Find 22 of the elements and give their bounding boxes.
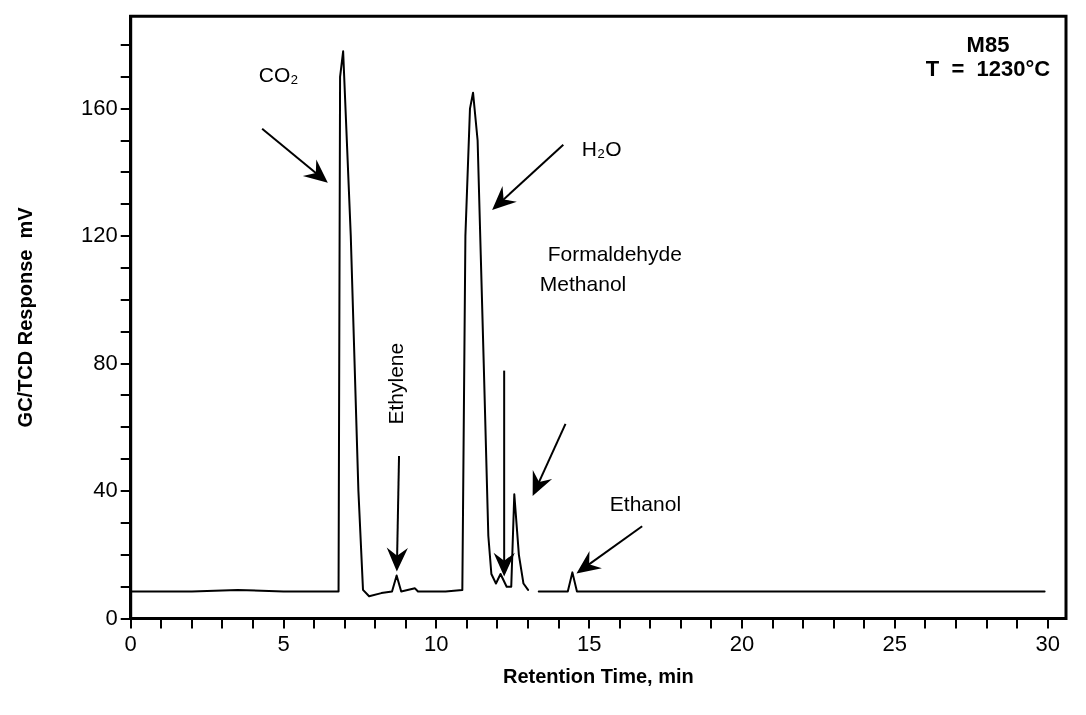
x-tick-label: 15 xyxy=(576,630,602,656)
x-tick-label: 20 xyxy=(729,630,755,656)
x-axis-title: Retention Time, min xyxy=(502,664,694,687)
annotation: Methanol xyxy=(539,272,627,296)
annotation: H₂O xyxy=(581,136,622,160)
x-tick-label: 0 xyxy=(124,630,137,656)
y-axis-title: GC/TCD Response mV xyxy=(13,206,36,428)
y-tick-label: 160 xyxy=(80,94,118,120)
x-tick-label: 5 xyxy=(277,630,290,656)
x-tick-label: 30 xyxy=(1035,630,1060,656)
x-tick-label: 25 xyxy=(882,630,908,656)
y-tick-label: 0 xyxy=(105,604,118,630)
annotation: Ethylene xyxy=(383,342,407,425)
annotation: M85 xyxy=(966,32,1010,58)
annotation: CO₂ xyxy=(258,63,299,87)
x-tick-label: 10 xyxy=(424,630,449,656)
annotation: Ethanol xyxy=(609,491,682,515)
y-tick-label: 120 xyxy=(80,222,118,248)
annotation: T = 1230°C xyxy=(925,56,1051,82)
annotation: Formaldehyde xyxy=(547,241,682,265)
y-tick-label: 80 xyxy=(93,349,118,375)
y-tick-label: 40 xyxy=(93,477,118,503)
